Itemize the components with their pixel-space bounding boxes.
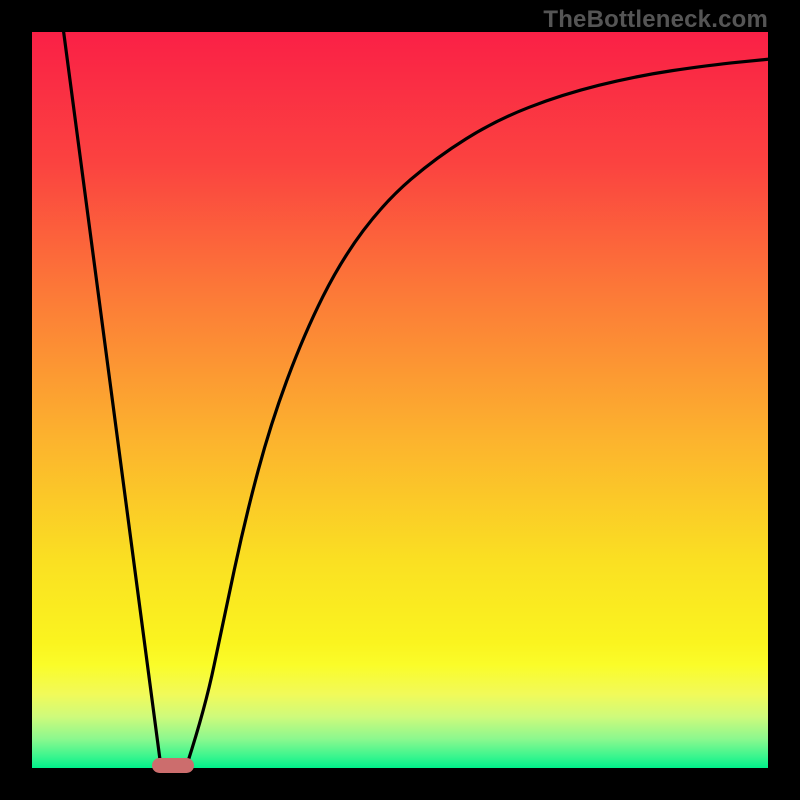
optimal-marker (152, 758, 194, 773)
plot-area (32, 32, 768, 768)
bottleneck-curve (32, 32, 768, 768)
watermark-label: TheBottleneck.com (543, 6, 768, 34)
